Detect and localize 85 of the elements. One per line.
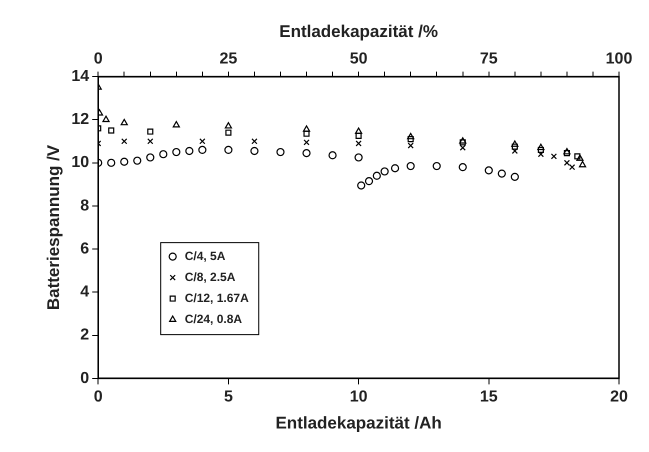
x2-tick-label: 75 bbox=[480, 50, 498, 68]
x2-tick-label: 25 bbox=[220, 50, 238, 68]
point bbox=[225, 130, 232, 136]
legend-label: C/4, 5A bbox=[184, 248, 226, 263]
y-tick-label: 4 bbox=[80, 284, 90, 301]
y-tick-label: 14 bbox=[71, 68, 90, 86]
point bbox=[185, 146, 194, 156]
point bbox=[357, 181, 366, 190]
point bbox=[564, 160, 570, 166]
point bbox=[224, 146, 232, 154]
point bbox=[380, 167, 389, 176]
x-tick-label: 0 bbox=[94, 388, 103, 406]
point bbox=[576, 154, 584, 161]
point bbox=[107, 158, 116, 167]
y-axis-title: Batteriespannung /V bbox=[44, 144, 63, 310]
point bbox=[563, 148, 571, 154]
x-axis-title: Entladekapazität /Ah bbox=[275, 413, 442, 432]
point bbox=[147, 128, 154, 135]
point bbox=[303, 139, 310, 146]
point bbox=[199, 138, 206, 144]
point bbox=[432, 162, 441, 170]
point bbox=[390, 164, 400, 172]
point bbox=[512, 144, 518, 150]
point bbox=[578, 160, 586, 168]
point bbox=[356, 132, 362, 139]
legend-label: C/8, 2.5A bbox=[184, 270, 236, 284]
point bbox=[198, 146, 206, 154]
point bbox=[574, 153, 580, 160]
point bbox=[460, 139, 466, 146]
point bbox=[172, 148, 180, 156]
x2-tick-label: 100 bbox=[606, 50, 632, 68]
point bbox=[354, 127, 362, 134]
point bbox=[364, 177, 374, 186]
point bbox=[407, 132, 414, 140]
point bbox=[354, 153, 363, 162]
point bbox=[484, 166, 493, 174]
y-tick-label: 8 bbox=[80, 197, 90, 214]
x2-axis-title: Entladekapazität /% bbox=[279, 22, 438, 41]
point bbox=[537, 144, 545, 150]
point bbox=[569, 164, 576, 170]
y-tick-label: 10 bbox=[71, 154, 90, 172]
point bbox=[302, 149, 311, 158]
point bbox=[356, 140, 362, 146]
point bbox=[510, 172, 519, 181]
y-tick-label: 0 bbox=[80, 370, 90, 387]
x-tick-label: 5 bbox=[224, 388, 233, 406]
y-tick-label: 12 bbox=[71, 111, 90, 128]
point bbox=[458, 163, 467, 172]
point bbox=[172, 121, 180, 128]
point bbox=[550, 153, 557, 160]
point bbox=[147, 138, 154, 144]
point bbox=[133, 156, 142, 165]
point bbox=[498, 170, 506, 178]
point bbox=[406, 162, 415, 170]
point bbox=[408, 136, 414, 142]
point bbox=[276, 148, 285, 156]
point bbox=[538, 146, 544, 153]
x-tick-label: 20 bbox=[610, 388, 628, 406]
point bbox=[146, 153, 154, 162]
point bbox=[159, 150, 168, 158]
x2-tick-label: 50 bbox=[350, 50, 368, 68]
point bbox=[224, 122, 232, 129]
y-tick-label: 2 bbox=[80, 326, 90, 344]
point bbox=[303, 130, 310, 137]
point bbox=[121, 138, 128, 144]
point bbox=[564, 150, 570, 156]
point bbox=[108, 127, 114, 134]
point bbox=[372, 172, 381, 180]
x-tick-label: 10 bbox=[350, 388, 368, 406]
point bbox=[302, 125, 310, 132]
point bbox=[459, 137, 466, 144]
point bbox=[511, 140, 518, 147]
legend-label: C/12, 1.67A bbox=[184, 290, 250, 305]
point bbox=[250, 146, 259, 156]
point bbox=[102, 116, 110, 122]
point bbox=[120, 158, 128, 166]
point bbox=[120, 118, 128, 126]
x2-tick-label: 0 bbox=[94, 50, 103, 68]
point bbox=[408, 142, 414, 149]
y-tick-label: 6 bbox=[80, 240, 90, 258]
legend-label: C/24, 0.8A bbox=[184, 312, 242, 326]
point bbox=[460, 144, 466, 151]
point bbox=[251, 138, 258, 144]
point bbox=[328, 151, 337, 160]
x-tick-label: 15 bbox=[480, 388, 498, 406]
